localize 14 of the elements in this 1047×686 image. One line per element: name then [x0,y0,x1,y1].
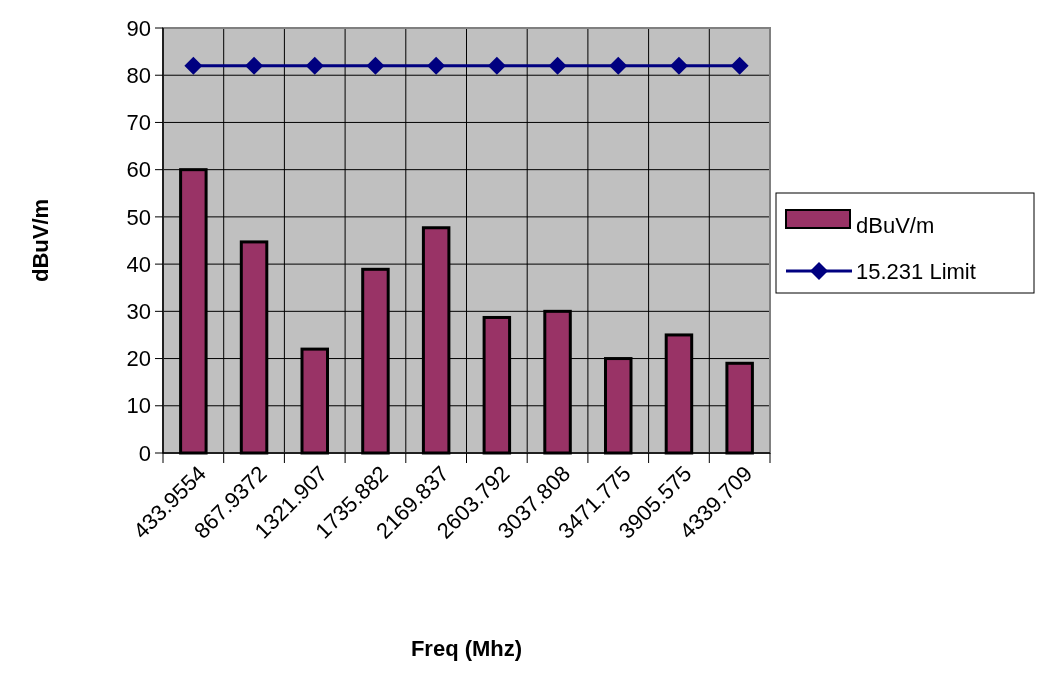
y-tick-label: 70 [126,110,151,136]
legend-label: 15.231 Limit [856,258,976,284]
y-tick-label: 10 [126,393,151,419]
y-axis-title: dBuV/m [28,198,53,283]
y-tick-label: 0 [138,440,151,466]
y-tick-label: 20 [126,346,151,372]
legend-label: dBuV/m [856,212,935,238]
y-tick-label: 80 [126,62,151,88]
x-axis-title: Freq (Mhz) [410,636,523,661]
y-tick-label: 60 [126,157,151,183]
y-tick-label: 40 [126,251,151,277]
y-tick-label: 50 [126,204,151,230]
y-tick-label: 90 [126,15,151,41]
y-tick-label: 30 [126,299,151,325]
